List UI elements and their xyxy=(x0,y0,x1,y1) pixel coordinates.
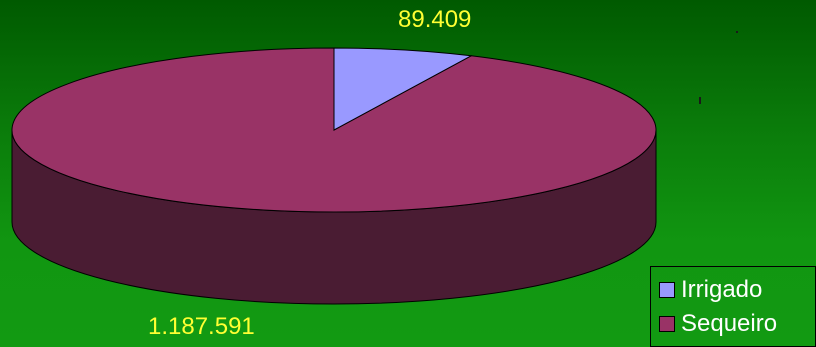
pie-slice-irrigado xyxy=(333,47,473,131)
legend-label-irrigado: Irrigado xyxy=(681,276,763,303)
legend-item-irrigado: Irrigado xyxy=(659,273,815,307)
data-label-sequeiro: 1.187.591 xyxy=(148,313,255,340)
decorative-dot xyxy=(699,97,701,104)
legend-item-sequeiro: Sequeiro xyxy=(659,307,815,341)
legend-label-sequeiro: Sequeiro xyxy=(681,310,778,337)
legend-swatch-sequeiro xyxy=(659,316,675,332)
legend-swatch-irrigado xyxy=(659,282,675,298)
legend: Irrigado Sequeiro xyxy=(650,266,816,347)
data-label-irrigado: 89.409 xyxy=(398,6,472,33)
decorative-dot xyxy=(736,31,738,33)
